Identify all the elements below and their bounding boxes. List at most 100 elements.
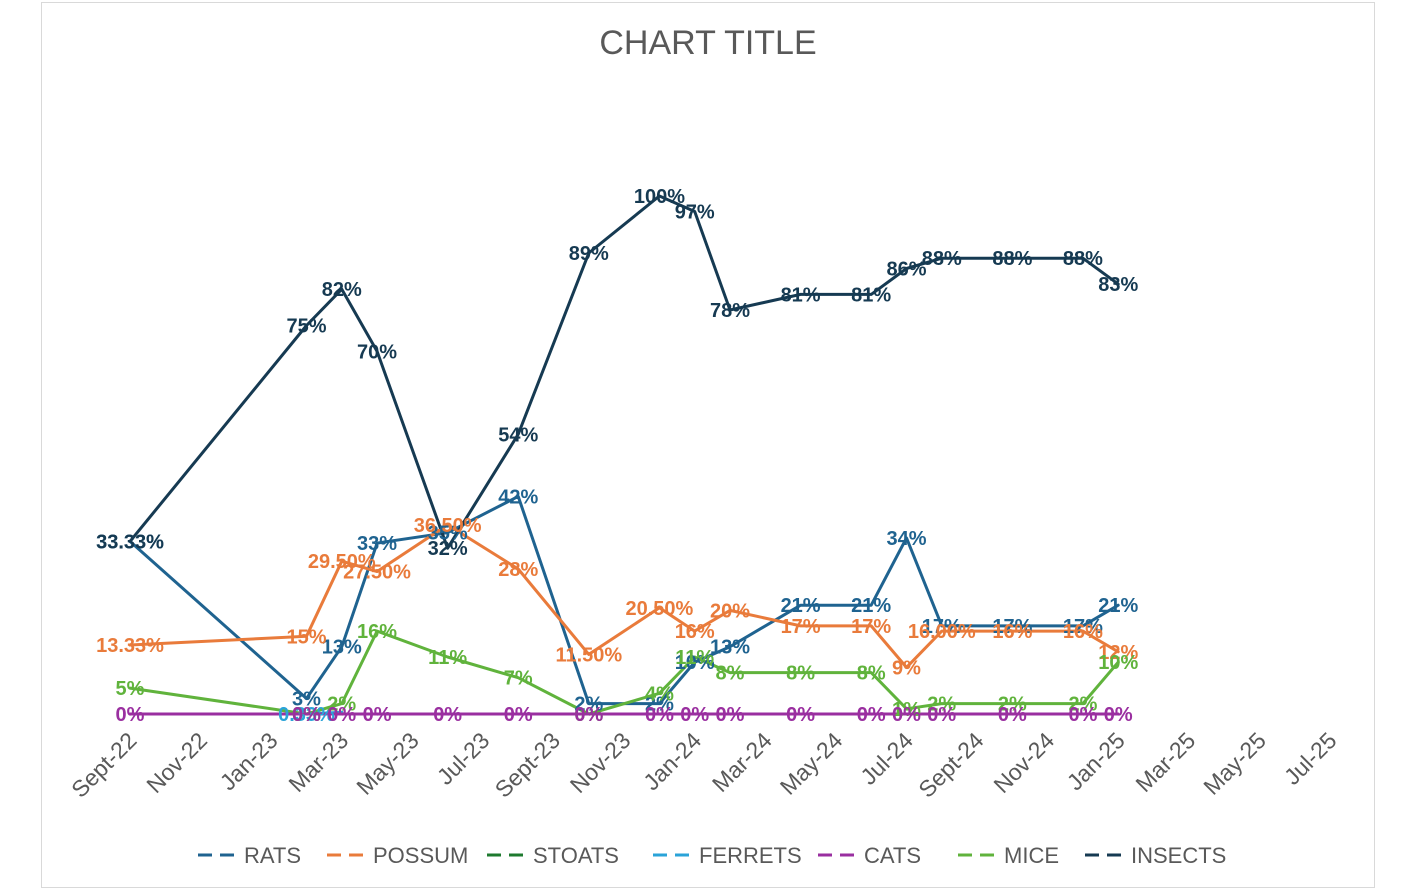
data-label-possum: 16.00% [908, 621, 976, 643]
data-label-mice: 2% [1068, 694, 1097, 716]
data-label-mice: 11% [675, 647, 714, 669]
x-tick-label: Jul-24 [855, 727, 918, 790]
x-tick-label: Nov-22 [141, 727, 212, 798]
legend-label: STOATS [533, 843, 619, 868]
data-label-possum: 17% [781, 616, 821, 638]
data-label-rats: 2% [645, 694, 674, 716]
x-tick-label: May-24 [775, 727, 848, 800]
data-label-cats: 0% [645, 704, 674, 726]
data-label-mice: 1% [892, 699, 921, 721]
data-label-possum: 16% [675, 621, 715, 643]
data-label-rats: 34% [886, 528, 926, 550]
data-label-insects: 97% [675, 202, 715, 224]
data-label-insects: 83% [1098, 274, 1138, 296]
data-label-ferrets: 0.33% [278, 704, 335, 726]
data-label-possum: 28% [498, 559, 538, 581]
data-label-cats: 0% [574, 704, 603, 726]
x-tick-label: Mar-24 [707, 727, 777, 797]
data-label-rats: 33% [357, 533, 397, 555]
data-label-cats: 0% [786, 704, 815, 726]
data-label-possum: 29.50% [308, 551, 376, 573]
data-label-insects: 88% [922, 248, 962, 270]
data-label-mice: 2% [998, 694, 1027, 716]
x-tick-label: Jan-25 [1062, 727, 1130, 795]
data-label-cats: 0% [116, 704, 145, 726]
data-label-rats: 2% [574, 694, 603, 716]
data-label-mice: 8% [786, 663, 815, 685]
x-tick-label: Nov-24 [988, 727, 1059, 798]
data-label-rats: 17% [922, 616, 962, 638]
data-label-rats: 17% [1063, 616, 1103, 638]
x-tick-label: Sept-22 [66, 727, 141, 802]
series-line-possum [128, 523, 1120, 669]
data-label-insects: 86% [886, 259, 926, 281]
data-label-possum: 16% [1063, 621, 1103, 643]
data-label-rats: 21% [851, 595, 891, 617]
data-label-insects: 100% [634, 186, 685, 208]
chart-frame [41, 2, 1375, 888]
data-label-mice: 8% [857, 663, 886, 685]
data-label-possum: 16% [992, 621, 1032, 643]
data-label-mice: 10% [1098, 652, 1138, 674]
data-label-mice: 0% [292, 704, 321, 726]
data-label-possum: 12% [1098, 642, 1138, 664]
data-label-cats: 0% [680, 704, 709, 726]
data-label-rats: 17% [992, 616, 1032, 638]
series-line-mice [128, 629, 1120, 716]
data-label-cats: 0% [433, 704, 462, 726]
data-label-rats: 42% [498, 486, 538, 508]
data-label-rats: 21% [781, 595, 821, 617]
data-label-possum: 11.50% [555, 644, 622, 666]
x-tick-label: May-25 [1198, 727, 1271, 800]
legend-label: FERRETS [699, 843, 802, 868]
data-label-cats: 0% [292, 704, 321, 726]
data-label-rats: 21% [1098, 595, 1138, 617]
data-label-rats: 35% [428, 523, 468, 545]
data-label-possum: 15% [286, 626, 326, 648]
data-label-insects: 88% [992, 248, 1032, 270]
data-label-cats: 0% [363, 704, 392, 726]
x-tick-label: Sept-24 [913, 727, 988, 802]
x-tick-label: Mar-23 [283, 727, 353, 797]
data-label-cats: 0% [327, 704, 356, 726]
legend-label: MICE [1004, 843, 1059, 868]
data-label-insects: 75% [286, 316, 326, 338]
data-label-mice: 16% [357, 621, 397, 643]
data-label-rats: 33.33% [96, 531, 164, 553]
data-label-cats: 0% [857, 704, 886, 726]
data-label-mice: 4% [645, 683, 674, 705]
data-label-possum: 36.50% [414, 515, 482, 537]
data-label-cats: 0% [716, 704, 745, 726]
data-label-mice: 11% [428, 647, 467, 669]
data-label-mice: 7% [504, 668, 533, 690]
data-label-insects: 33.33% [96, 531, 164, 553]
x-tick-label: May-23 [351, 727, 424, 800]
data-label-cats: 0% [998, 704, 1027, 726]
x-tick-label: Nov-23 [565, 727, 636, 798]
series-line-rats [128, 494, 1120, 706]
data-label-cats: 0% [892, 704, 921, 726]
data-label-mice: 2% [327, 694, 356, 716]
data-label-possum: 13.33% [96, 635, 164, 657]
data-label-rats: 10% [675, 652, 715, 674]
data-label-cats: 0% [1104, 704, 1133, 726]
data-label-insects: 78% [710, 300, 750, 322]
data-label-mice: 8% [716, 663, 745, 685]
x-tick-label: Jul-23 [432, 727, 495, 790]
x-tick-label: Mar-25 [1130, 727, 1200, 797]
data-label-rats: 13% [322, 637, 362, 659]
legend-label: CATS [864, 843, 921, 868]
data-label-insects: 81% [851, 284, 891, 306]
data-label-mice: 5% [116, 678, 145, 700]
data-label-possum: 27.50% [343, 562, 411, 584]
data-label-cats: 0% [1068, 704, 1097, 726]
data-label-insects: 81% [781, 284, 821, 306]
legend-label: INSECTS [1131, 843, 1226, 868]
data-label-insects: 70% [357, 341, 397, 363]
data-label-insects: 32% [428, 538, 468, 560]
data-label-cats: 0% [927, 704, 956, 726]
data-label-rats: 3% [292, 688, 321, 710]
data-label-insects: 82% [322, 279, 362, 301]
data-label-insects: 54% [498, 424, 538, 446]
